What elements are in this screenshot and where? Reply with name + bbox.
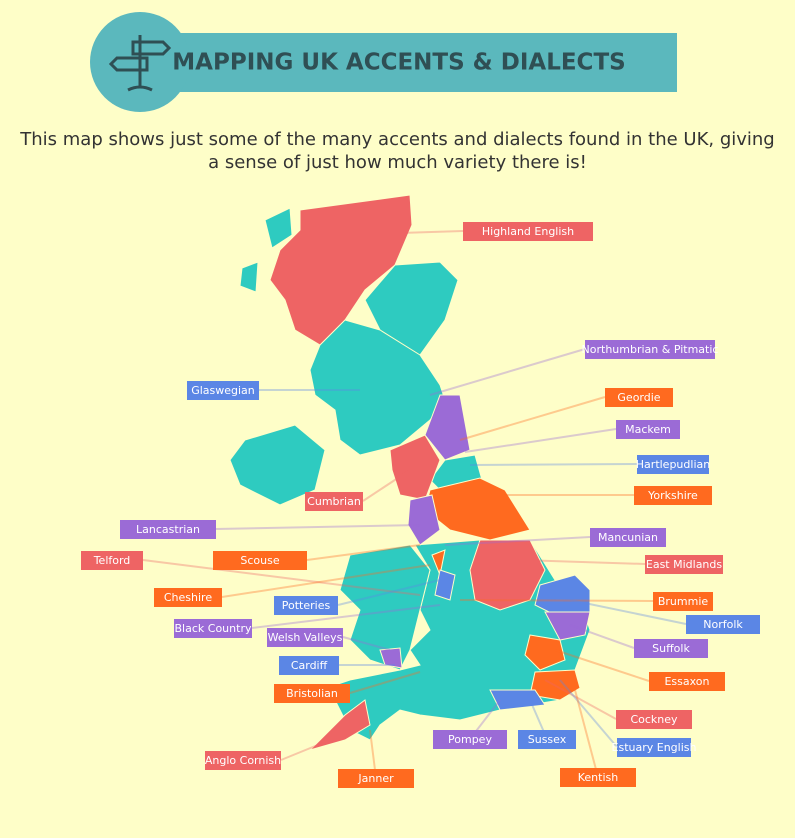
label-text: Cockney — [630, 713, 678, 726]
label-text: Sussex — [528, 733, 567, 746]
label-text: Glaswegian — [191, 384, 255, 397]
label-text: Suffolk — [652, 642, 690, 655]
leader-line — [306, 544, 421, 561]
label-text: Hartlepudlian — [636, 458, 710, 471]
label-text: Yorkshire — [647, 489, 698, 502]
label-text: Welsh Valleys — [268, 631, 343, 644]
label-box — [560, 768, 636, 787]
label-box — [154, 588, 222, 607]
leader-line — [221, 564, 431, 598]
label-box — [645, 555, 723, 574]
label-box — [274, 684, 350, 703]
label-box — [205, 751, 281, 770]
leader-line — [544, 679, 617, 720]
label-box — [518, 730, 576, 749]
label-text: Estuary English — [612, 741, 697, 754]
leader-line — [574, 689, 599, 778]
label-text: Geordie — [617, 391, 660, 404]
leader-line — [559, 679, 618, 748]
label-box — [590, 528, 666, 547]
leader-line — [142, 559, 421, 596]
label-box — [274, 596, 338, 615]
leader-line — [459, 599, 654, 602]
leader-line — [569, 624, 635, 649]
label-text: Mackem — [625, 423, 671, 436]
label-text: Essaxon — [664, 675, 709, 688]
label-box — [637, 455, 709, 474]
label-text: Highland English — [482, 225, 574, 238]
labels: Highland English Northumbrian & Pitmatic G… — [81, 222, 760, 788]
leader-line — [349, 671, 421, 694]
label-box — [174, 619, 252, 638]
leader-line — [469, 463, 638, 466]
label-text: Bristolian — [286, 687, 338, 700]
label-text: Cardiff — [291, 659, 328, 672]
title: MAPPING UK ACCENTS & DIALECTS — [172, 50, 625, 76]
label-box — [634, 486, 712, 505]
leader-line — [399, 230, 464, 234]
label-box — [616, 710, 692, 729]
leader-line — [215, 524, 421, 530]
label-box — [634, 639, 708, 658]
leader-line — [362, 469, 411, 502]
leader-line — [342, 636, 391, 651]
leader-line — [444, 536, 591, 546]
label-box — [463, 222, 593, 241]
label-box — [81, 551, 143, 570]
label-text: East Midlands — [646, 558, 723, 571]
label-box — [585, 340, 715, 359]
leader-line — [280, 739, 331, 761]
label-text: Telford — [93, 554, 131, 567]
leader-line — [569, 599, 687, 625]
label-box — [649, 672, 725, 691]
leader-line — [554, 649, 650, 682]
label-box — [279, 656, 339, 675]
title-banner — [150, 33, 677, 92]
label-box — [267, 628, 343, 647]
label-text: Black Country — [175, 622, 252, 635]
label-text: Pompey — [448, 733, 492, 746]
label-text: Anglo Cornish — [205, 754, 281, 767]
leader-line — [519, 559, 646, 565]
label-text: Norfolk — [703, 618, 743, 631]
label-box — [338, 769, 414, 788]
label-text: Mancunian — [598, 531, 658, 544]
label-box — [120, 520, 216, 539]
label-text: Janner — [357, 772, 394, 785]
label-text: Cumbrian — [307, 495, 361, 508]
label-box — [433, 730, 507, 749]
label-text: Lancastrian — [136, 523, 200, 536]
label-box — [686, 615, 760, 634]
label-box — [305, 492, 363, 511]
label-box — [605, 388, 673, 407]
label-text: Northumbrian & Pitmatic — [582, 343, 719, 356]
label-box — [617, 738, 691, 757]
leader-line — [464, 428, 617, 453]
leader-line — [459, 396, 606, 441]
label-text: Scouse — [240, 554, 279, 567]
label-text: Cheshire — [164, 591, 212, 604]
leader-line — [337, 579, 441, 606]
label-box — [653, 592, 713, 611]
regions — [229, 194, 591, 752]
leader-line — [251, 604, 441, 629]
label-box — [187, 381, 259, 400]
label-text: Kentish — [578, 771, 619, 784]
label-text: Brummie — [658, 595, 709, 608]
label-box — [213, 551, 307, 570]
label-box — [616, 420, 680, 439]
label-text: Potteries — [282, 599, 331, 612]
signpost-icon — [108, 35, 172, 92]
intro: This map shows just some of the many acc… — [20, 129, 775, 173]
leader-line — [429, 348, 586, 396]
